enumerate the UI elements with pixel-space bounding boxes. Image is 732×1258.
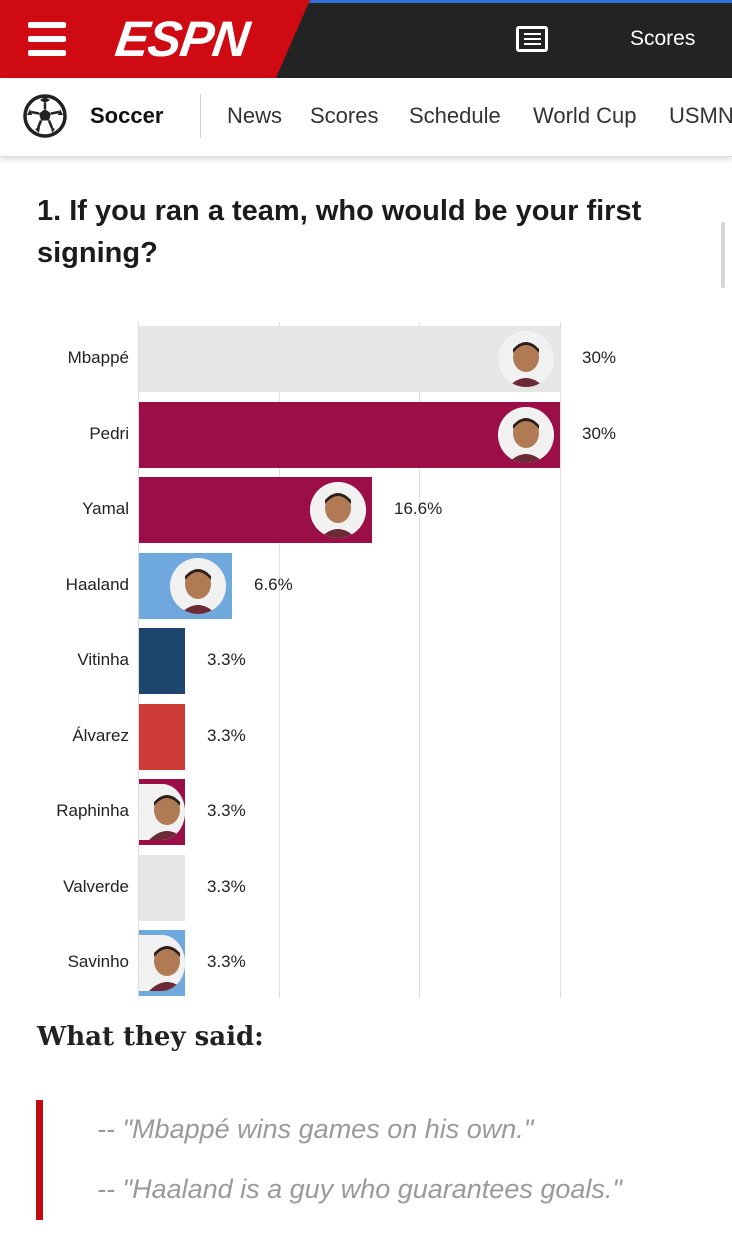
player-avatar-pedri — [498, 407, 554, 463]
quote-haaland: -- "Haaland is a guy who guarantees goal… — [97, 1174, 622, 1204]
scores-link[interactable]: Scores — [630, 27, 696, 50]
hamburger-menu-icon[interactable] — [28, 22, 68, 56]
category-label-valverde: Valverde — [63, 877, 129, 896]
category-label-mbappe: Mbappé — [67, 348, 129, 367]
nav-item-schedule[interactable]: Schedule — [409, 103, 501, 128]
bar-mbappe[interactable] — [139, 326, 560, 392]
player-avatar-savinho — [139, 935, 186, 991]
value-label-mbappe: 30% — [582, 348, 617, 367]
nav-item-news[interactable]: News — [227, 103, 283, 128]
value-label-valverde: 3.3% — [207, 877, 246, 896]
value-label-raphinha: 3.3% — [207, 801, 246, 820]
player-avatar-mbappe — [498, 331, 554, 387]
grid-line — [560, 322, 561, 998]
nav-item-usmnt[interactable]: USMN — [669, 103, 732, 128]
grid-line — [279, 322, 280, 998]
what-they-said-heading: What they said: — [37, 1022, 264, 1052]
bar-pedri[interactable] — [139, 402, 560, 468]
category-label-alvarez: Álvarez — [72, 726, 129, 745]
bar-vitinha[interactable] — [139, 628, 186, 694]
scrollbar-thumb[interactable] — [721, 222, 725, 288]
top-accent-line — [0, 0, 732, 3]
player-avatar-haaland — [169, 558, 226, 614]
category-label-pedri: Pedri — [89, 424, 129, 443]
player-avatar-raphinha — [139, 784, 186, 840]
value-label-haaland: 6.6% — [254, 575, 293, 594]
value-label-yamal: 16.6% — [394, 499, 443, 518]
bar-alvarez[interactable] — [139, 704, 186, 770]
value-label-pedri: 30% — [582, 424, 617, 443]
grid-line — [419, 322, 420, 998]
grid-line — [138, 322, 139, 998]
top-bar: ESPN Scores — [0, 0, 732, 78]
soccer-subnav: Soccer News Scores Schedule World Cup US… — [0, 78, 732, 157]
category-label-savinho: Savinho — [67, 952, 129, 971]
soccer-ball-icon — [23, 94, 67, 138]
value-label-vitinha: 3.3% — [207, 650, 246, 669]
category-label-vitinha: Vitinha — [77, 650, 129, 669]
player-avatar-yamal — [309, 482, 366, 538]
category-label-haaland: Haaland — [65, 575, 129, 594]
espn-logo[interactable]: ESPN — [112, 11, 253, 67]
section-title[interactable]: Soccer — [90, 103, 164, 128]
category-label-yamal: Yamal — [82, 499, 129, 518]
bar-valverde[interactable] — [139, 855, 186, 921]
nav-divider — [200, 94, 201, 138]
value-label-savinho: 3.3% — [207, 952, 246, 971]
quote-mbappe: -- "Mbappé wins games on his own." — [97, 1114, 534, 1144]
nav-item-world-cup[interactable]: World Cup — [533, 103, 637, 128]
quote-accent-bar — [36, 1100, 43, 1220]
watch-feed-icon[interactable] — [516, 26, 548, 52]
poll-question: 1. If you ran a team, who would be your … — [37, 195, 642, 269]
category-label-raphinha: Raphinha — [56, 801, 129, 820]
value-label-alvarez: 3.3% — [207, 726, 246, 745]
nav-item-scores[interactable]: Scores — [310, 103, 379, 128]
